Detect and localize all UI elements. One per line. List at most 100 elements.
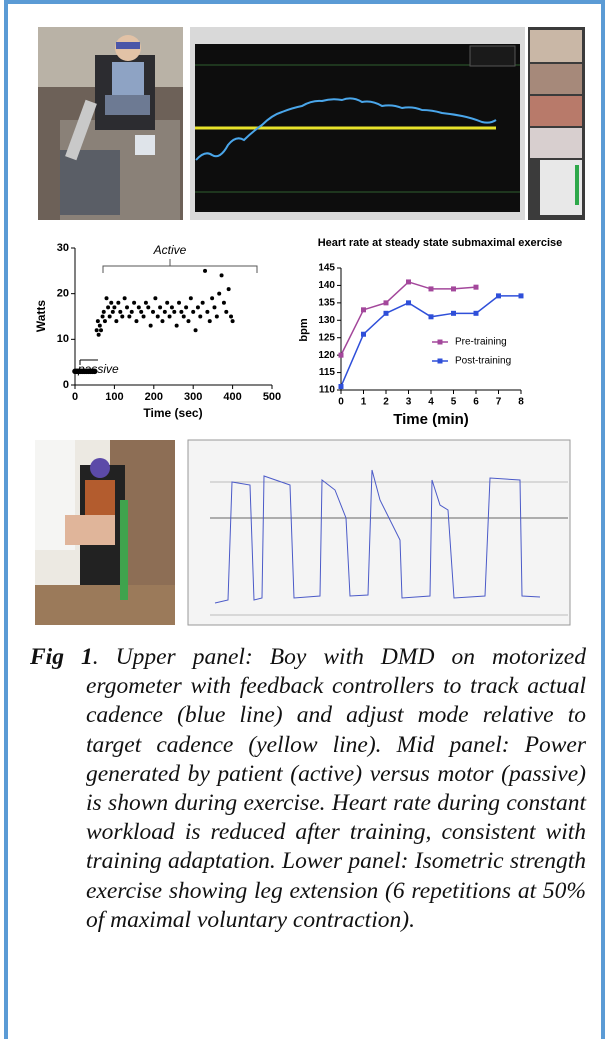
point <box>101 315 105 319</box>
annotation: Active <box>153 243 187 257</box>
point <box>208 319 212 323</box>
software-screenshot <box>190 27 585 220</box>
point <box>95 328 99 332</box>
marker <box>361 332 366 337</box>
y-tick-label: 130 <box>318 315 335 326</box>
caption-text: . Upper panel: Boy with DMD on motorized… <box>86 644 586 933</box>
point <box>203 269 207 273</box>
y-tick-label: 140 <box>318 280 335 291</box>
point <box>189 296 193 300</box>
point <box>144 301 148 305</box>
point <box>130 310 134 314</box>
point <box>168 315 172 319</box>
point <box>98 324 102 328</box>
point <box>99 328 103 332</box>
y-tick-label: 145 <box>318 263 335 274</box>
marker <box>406 300 411 305</box>
y-tick-label: 110 <box>319 385 336 396</box>
marker <box>339 353 344 358</box>
point <box>120 315 124 319</box>
strength-trace <box>188 440 570 625</box>
point <box>146 305 150 309</box>
marker <box>474 285 479 290</box>
marker <box>451 311 456 316</box>
point <box>112 305 116 309</box>
point <box>92 369 98 375</box>
point <box>217 292 221 296</box>
y-tick-label: 120 <box>318 350 335 361</box>
point <box>201 301 205 305</box>
point <box>116 301 120 305</box>
point <box>127 315 131 319</box>
x-tick-label: 4 <box>428 397 434 408</box>
x-tick-label: 100 <box>105 391 123 403</box>
point <box>106 305 110 309</box>
x-tick-label: 6 <box>473 397 479 408</box>
point <box>137 305 141 309</box>
marker <box>451 286 456 291</box>
point <box>184 305 188 309</box>
point <box>123 296 127 300</box>
point <box>109 301 113 305</box>
y-tick-label: 115 <box>319 367 336 378</box>
point <box>177 301 181 305</box>
point <box>142 315 146 319</box>
point <box>134 319 138 323</box>
point <box>172 310 176 314</box>
marker <box>429 314 434 319</box>
point <box>132 301 136 305</box>
point <box>158 305 162 309</box>
y-tick-label: 125 <box>318 332 335 343</box>
point <box>170 305 174 309</box>
point <box>160 319 164 323</box>
photo-ergometer <box>38 27 183 220</box>
x-axis-label: Time (min) <box>393 411 469 428</box>
x-tick-label: 400 <box>223 391 241 403</box>
point <box>194 328 198 332</box>
caption-label: Fig 1 <box>30 644 93 670</box>
legend-label: Post-training <box>455 356 511 367</box>
y-tick-label: 20 <box>57 288 69 300</box>
x-tick-label: 200 <box>145 391 163 403</box>
point <box>229 315 233 319</box>
marker <box>384 311 389 316</box>
point <box>179 310 183 314</box>
marker <box>474 311 479 316</box>
marker <box>429 286 434 291</box>
y-tick-label: 30 <box>57 242 69 254</box>
point <box>212 305 216 309</box>
point <box>182 315 186 319</box>
point <box>151 310 155 314</box>
x-tick-label: 0 <box>338 397 344 408</box>
point <box>198 315 202 319</box>
photo-strength <box>35 440 175 625</box>
point <box>231 319 235 323</box>
point <box>227 287 231 291</box>
legend-label: Pre-training <box>455 337 507 348</box>
x-tick-label: 1 <box>361 397 367 408</box>
x-tick-label: 300 <box>184 391 202 403</box>
point <box>210 296 214 300</box>
y-axis-label: bpm <box>298 318 310 341</box>
point <box>165 301 169 305</box>
x-tick-label: 0 <box>72 391 78 403</box>
point <box>175 324 179 328</box>
x-tick-label: 500 <box>263 391 281 403</box>
point <box>103 319 107 323</box>
marker <box>339 384 344 389</box>
x-tick-label: 5 <box>451 397 457 408</box>
point <box>118 310 122 314</box>
legend-marker <box>438 359 443 364</box>
point <box>108 315 112 319</box>
point <box>222 301 226 305</box>
point <box>224 310 228 314</box>
y-axis-label: Watts <box>34 300 48 333</box>
point <box>153 296 157 300</box>
point <box>163 310 167 314</box>
marker <box>519 293 524 298</box>
point <box>149 324 153 328</box>
point <box>196 305 200 309</box>
marker <box>406 279 411 284</box>
marker <box>384 300 389 305</box>
